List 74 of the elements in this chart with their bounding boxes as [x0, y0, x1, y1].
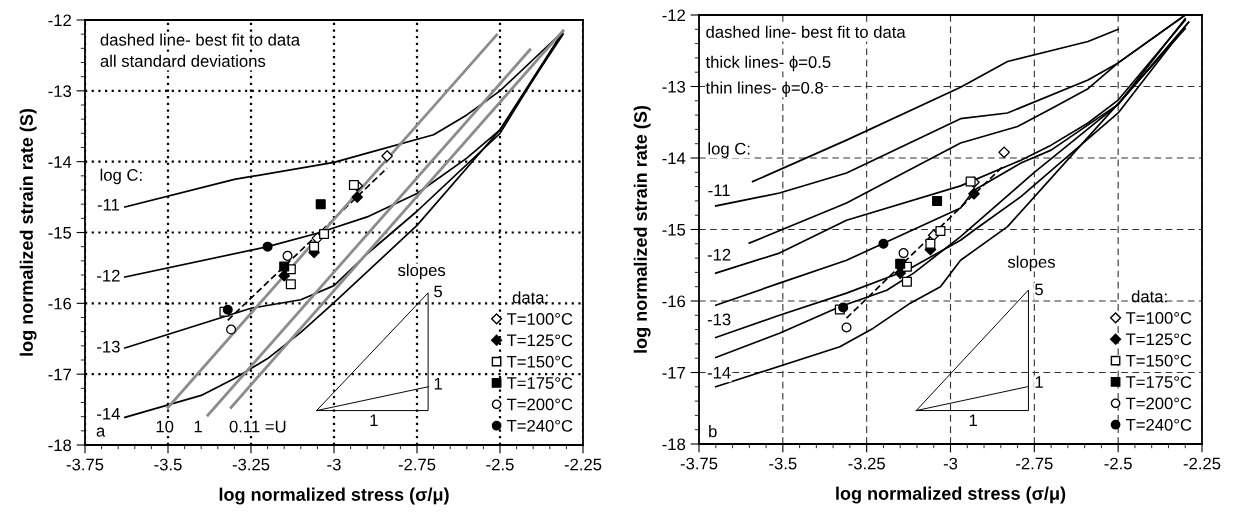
- annotation: 10: [156, 420, 174, 433]
- annotation: -11: [97, 198, 120, 211]
- legend-title: data:: [1131, 290, 1167, 303]
- y-tick-label: -13: [48, 85, 72, 98]
- x-tick-label: -3.25: [232, 458, 270, 471]
- y-tick-label: -15: [48, 227, 72, 239]
- annotation: dashed line- best fit to data: [706, 25, 906, 38]
- annotation: dashed line- best fit to data: [100, 33, 301, 46]
- legend-label: T=150°C: [1125, 354, 1192, 367]
- annotation: -12: [97, 269, 120, 282]
- x-tick-label: -3: [943, 457, 958, 470]
- annotation: slopes: [1007, 255, 1055, 272]
- y-tick-label: -16: [662, 295, 686, 308]
- annotation: -13: [707, 313, 731, 326]
- y-tick-label: -12: [48, 14, 71, 27]
- x-tick-label: -2.75: [1016, 457, 1053, 470]
- legend-label: T=240°C: [1125, 418, 1192, 431]
- x-tick-label: -3.5: [154, 458, 182, 471]
- annotation: all standard deviations: [100, 54, 266, 67]
- annotation: log C:: [708, 142, 750, 158]
- legend-label: T=240°C: [506, 419, 573, 432]
- annotation: 5: [434, 285, 443, 298]
- y-tick-label: -13: [662, 80, 686, 93]
- x-axis-title: log normalized stress (σ/μ): [219, 487, 449, 505]
- annotation: 0.11 =U: [229, 420, 286, 433]
- legend-label: T=175°C: [506, 377, 573, 389]
- annotation: thick lines- ϕ=0.5: [705, 55, 831, 72]
- legend-label: T=150°C: [506, 355, 573, 368]
- legend-label: T=125°C: [1125, 333, 1192, 346]
- x-tick-label: -2.5: [1104, 457, 1132, 470]
- x-tick-label: -2.5: [486, 458, 514, 471]
- annotation: log C:: [100, 168, 142, 185]
- y-axis-title: log normalized strain rate (S): [633, 105, 651, 353]
- x-tick-label: -3.75: [66, 458, 104, 471]
- x-tick-label: -3.5: [769, 457, 797, 470]
- y-tick-label: -15: [662, 224, 686, 236]
- legend-label: T=125°C: [506, 334, 573, 347]
- y-tick-label: -17: [48, 368, 71, 381]
- annotation: 1: [370, 414, 378, 426]
- x-tick-label: -3.25: [848, 457, 885, 470]
- y-tick-label: -14: [48, 156, 72, 168]
- legend-label: T=200°C: [1125, 397, 1192, 410]
- annotation: -14: [707, 366, 731, 379]
- annotation: 1: [1035, 376, 1043, 388]
- y-tick-label: -18: [48, 439, 72, 452]
- x-tick-label: -3.75: [680, 457, 718, 470]
- annotation: slopes: [398, 263, 446, 280]
- y-axis-title: log normalized strain rate (S): [19, 108, 37, 356]
- annotation: -12: [707, 248, 731, 261]
- x-axis-title: log normalized stress (σ/μ): [836, 486, 1066, 504]
- legend-label: T=100°C: [506, 313, 573, 325]
- annotation: 5: [1035, 283, 1043, 296]
- legend-label: T=100°C: [1125, 312, 1192, 324]
- y-tick-label: -14: [662, 152, 686, 165]
- annotation: 1: [969, 414, 977, 426]
- annotation: b: [709, 425, 717, 438]
- annotation: 1: [194, 420, 202, 433]
- y-tick-label: -18: [662, 438, 686, 451]
- x-tick-label: -2.25: [1183, 457, 1221, 470]
- annotation: thin lines- ϕ=0.8: [705, 81, 824, 97]
- y-tick-label: -17: [662, 367, 685, 379]
- y-tick-label: -16: [48, 297, 72, 310]
- x-tick-label: -3: [327, 458, 341, 471]
- annotation: -11: [708, 184, 730, 197]
- legend-label: T=175°C: [1125, 376, 1192, 388]
- annotation: -14: [97, 408, 120, 420]
- y-tick-label: -12: [662, 9, 685, 22]
- legend-label: T=200°C: [506, 398, 573, 411]
- annotation: a: [96, 427, 106, 437]
- annotation: -13: [97, 340, 120, 353]
- x-tick-label: -2.25: [564, 458, 602, 471]
- legend-title: data:: [512, 291, 548, 304]
- annotation: 1: [434, 377, 442, 390]
- x-tick-label: -2.75: [398, 458, 436, 471]
